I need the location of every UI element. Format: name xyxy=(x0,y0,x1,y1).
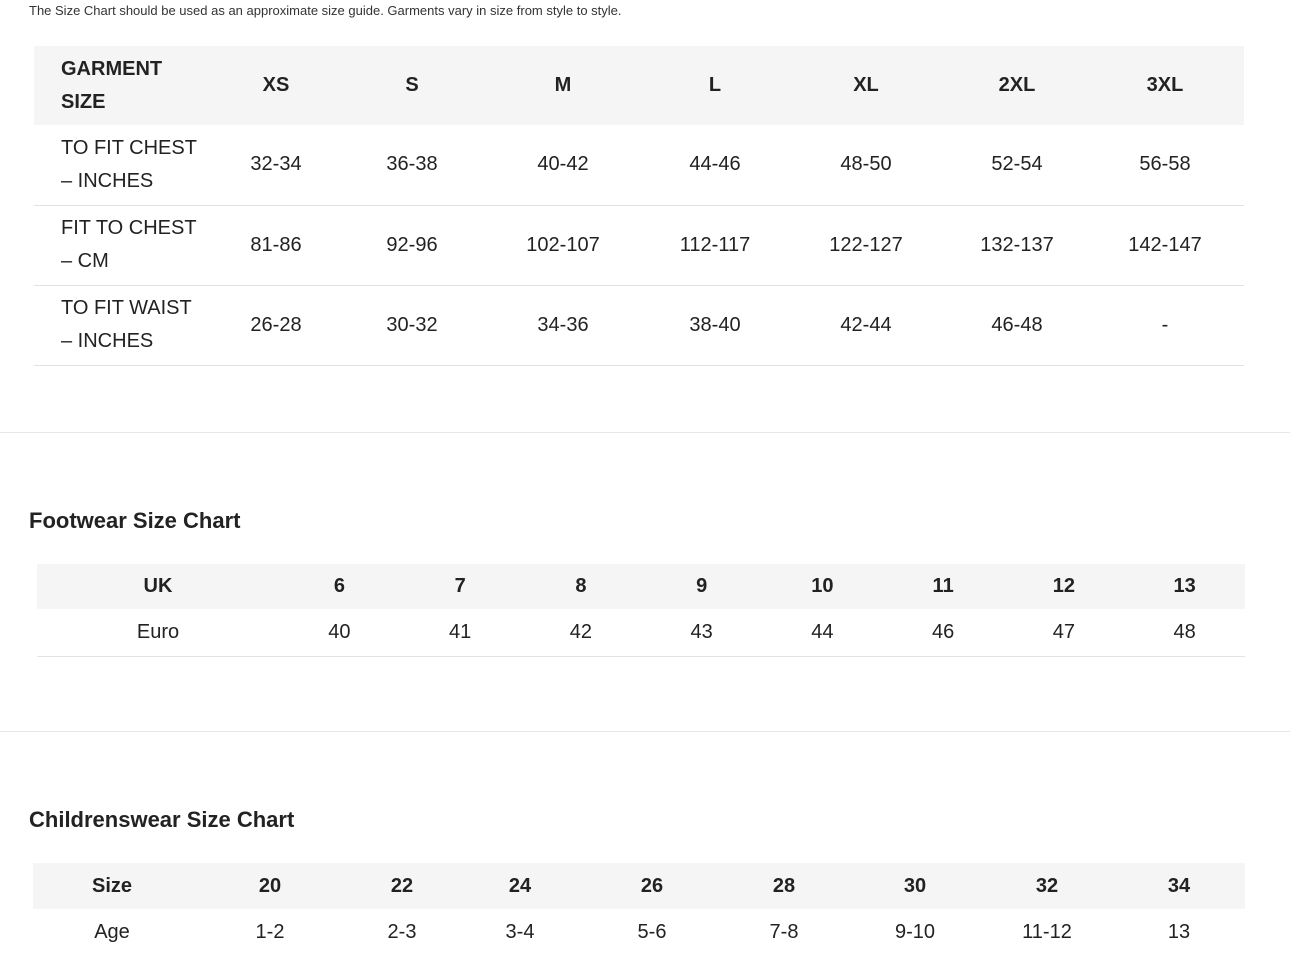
row-label-line: TO FIT WAIST xyxy=(61,297,192,319)
row-label-line: – CM xyxy=(61,250,109,272)
section-divider xyxy=(0,731,1290,732)
garment-size-table: GARMENT SIZE XS S M L XL 2XL 3XL TO FIT C… xyxy=(34,46,1244,366)
section-divider xyxy=(0,432,1290,433)
child-age-cell: 7-8 xyxy=(769,920,799,943)
child-age-cell: 1-2 xyxy=(255,920,285,943)
row-label: TO FIT WAIST – INCHES xyxy=(34,285,208,365)
row-label-line: TO FIT CHEST xyxy=(61,136,197,159)
child-size-cell: 24 xyxy=(508,874,532,897)
uk-size-cell: 12 xyxy=(1052,575,1075,597)
footwear-euro-row: Euro 40 41 42 43 44 46 47 48 xyxy=(37,609,1245,656)
size-header: L xyxy=(708,74,722,96)
size-header: 3XL xyxy=(1146,74,1184,96)
footwear-header-row: UK 6 7 8 9 10 11 12 13 xyxy=(37,564,1245,609)
child-age-cell: 2-3 xyxy=(387,920,417,943)
header-line: SIZE xyxy=(61,90,106,113)
size-header: 2XL xyxy=(998,74,1036,96)
euro-size-cell: 44 xyxy=(811,620,834,643)
row-label-line: – INCHES xyxy=(61,330,154,352)
childrenswear-age-row: Age 1-2 2-3 3-4 5-6 7-8 9-10 11-12 13 xyxy=(33,909,1245,955)
euro-size-cell: 43 xyxy=(690,620,713,643)
size-header: XS xyxy=(262,74,290,96)
table-cell: 132-137 xyxy=(980,233,1054,256)
table-cell: 112-117 xyxy=(679,233,751,256)
child-size-cell: 34 xyxy=(1167,874,1191,897)
euro-size-cell: 41 xyxy=(449,620,472,643)
uk-size-cell: 11 xyxy=(932,575,954,597)
euro-size-cell: 42 xyxy=(569,620,592,643)
uk-size-cell: 7 xyxy=(454,575,466,597)
childrenswear-title: Childrenswear Size Chart xyxy=(29,807,295,832)
table-cell: 40-42 xyxy=(537,153,589,176)
size-guide-note: The Size Chart should be used as an appr… xyxy=(29,3,622,18)
header-line: GARMENT xyxy=(61,57,163,80)
table-cell: - xyxy=(1161,313,1169,336)
row-label-line: – INCHES xyxy=(61,169,154,192)
table-row: TO FIT CHEST – INCHES 32-34 36-38 40-42 44-46… xyxy=(34,125,1244,205)
table-cell: 34-36 xyxy=(537,313,589,336)
table-cell: 44-46 xyxy=(689,153,741,176)
table-cell: 142-147 xyxy=(1128,233,1202,256)
table-row: TO FIT WAIST – INCHES 26-28 30-32 34-36 38-40… xyxy=(34,285,1244,365)
euro-size-cell: 40 xyxy=(328,620,351,643)
uk-size-cell: 10 xyxy=(811,575,834,597)
table-cell: 30-32 xyxy=(386,313,438,336)
uk-size-cell: 9 xyxy=(696,575,708,597)
row-label-line: FIT TO CHEST xyxy=(61,217,197,239)
uk-size-cell: 8 xyxy=(575,575,587,597)
garment-size-header: GARMENT SIZE xyxy=(34,46,208,125)
size-header: S xyxy=(405,74,419,96)
table-cell: 56-58 xyxy=(1139,153,1191,176)
child-size-cell: 30 xyxy=(903,874,927,897)
table-cell: 38-40 xyxy=(689,313,741,336)
table-cell: 26-28 xyxy=(250,313,302,336)
row-label: FIT TO CHEST – CM xyxy=(34,205,208,285)
uk-size-cell: 6 xyxy=(333,575,345,597)
childrenswear-size-table: Size 20 22 24 26 28 30 32 34 Age 1-2 2-3 3-4 5-6 7-8 9… xyxy=(33,863,1245,955)
row-label: TO FIT CHEST – INCHES xyxy=(34,125,208,205)
table-cell: 32-34 xyxy=(250,153,302,176)
child-age-label: Age xyxy=(94,920,130,943)
child-size-label: Size xyxy=(91,874,133,897)
footwear-title: Footwear Size Chart xyxy=(29,508,241,533)
table-cell: 52-54 xyxy=(991,153,1043,176)
child-age-cell: 11-12 xyxy=(1022,920,1072,943)
child-age-cell: 3-4 xyxy=(505,920,535,943)
child-age-cell: 9-10 xyxy=(894,920,936,943)
euro-size-cell: 47 xyxy=(1052,620,1075,643)
table-cell: 122-127 xyxy=(829,233,903,256)
table-cell: 48-50 xyxy=(840,153,892,176)
table-row: FIT TO CHEST – CM 81-86 92-96 102-107 112-117… xyxy=(34,205,1244,285)
uk-size-label: UK xyxy=(143,575,173,597)
uk-size-cell: 13 xyxy=(1173,575,1196,597)
table-cell: 102-107 xyxy=(526,233,600,256)
childrenswear-header-row: Size 20 22 24 26 28 30 32 34 xyxy=(33,863,1245,909)
child-size-cell: 20 xyxy=(258,874,282,897)
table-cell: 81-86 xyxy=(250,233,302,256)
footwear-size-table: UK 6 7 8 9 10 11 12 13 Euro 40 41 42 43 44 46 47 48 xyxy=(37,564,1245,657)
child-size-cell: 22 xyxy=(390,874,414,897)
table-cell: 92-96 xyxy=(386,233,438,256)
euro-size-label: Euro xyxy=(136,620,180,643)
child-size-cell: 32 xyxy=(1035,874,1059,897)
size-header: M xyxy=(554,74,572,96)
child-size-cell: 28 xyxy=(772,874,796,897)
table-cell: 46-48 xyxy=(991,313,1043,336)
euro-size-cell: 46 xyxy=(932,620,955,643)
garment-header-row: GARMENT SIZE XS S M L XL 2XL 3XL xyxy=(34,46,1244,125)
euro-size-cell: 48 xyxy=(1173,620,1196,643)
table-cell: 42-44 xyxy=(840,313,892,336)
child-size-cell: 26 xyxy=(640,874,664,897)
child-age-cell: 5-6 xyxy=(637,920,667,943)
table-cell: 36-38 xyxy=(386,153,438,176)
child-age-cell: 13 xyxy=(1167,920,1191,943)
size-header: XL xyxy=(853,74,879,96)
